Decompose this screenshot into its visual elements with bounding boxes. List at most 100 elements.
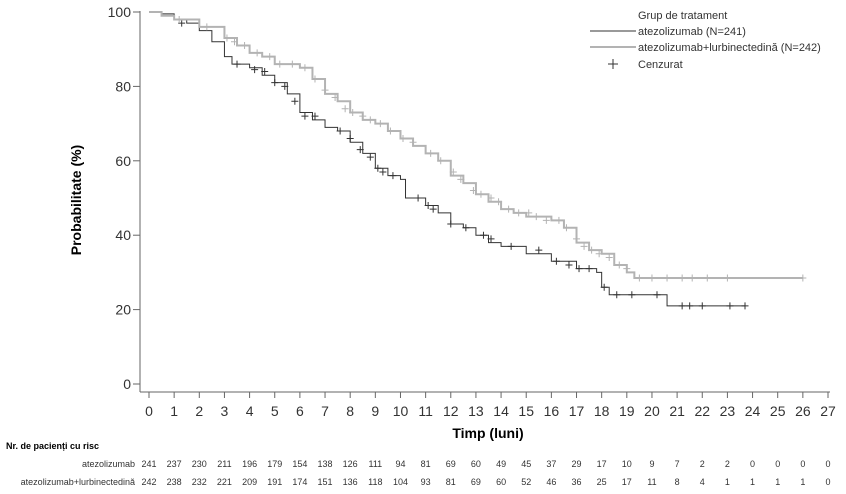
risk-count: 81	[421, 459, 431, 469]
censor-mark-0	[726, 302, 734, 310]
risk-count: 0	[775, 459, 780, 469]
x-tick-label: 14	[493, 403, 509, 419]
censor-mark-0	[462, 224, 470, 232]
censor-mark-0	[678, 302, 686, 310]
risk-count: 174	[292, 477, 307, 487]
censor-mark-1	[399, 134, 407, 142]
censor-mark-1	[525, 209, 533, 217]
censor-mark-0	[233, 60, 241, 68]
risk-count: 36	[572, 477, 582, 487]
censor-mark-1	[505, 205, 513, 213]
x-tick-label: 21	[669, 403, 685, 419]
legend-label-atezolizumab: atezolizumab (N=241)	[638, 26, 746, 38]
risk-count: 232	[192, 477, 207, 487]
censor-mark-1	[595, 250, 603, 258]
legend-label-combination: atezolizumab+lurbinectedină (N=242)	[638, 42, 821, 54]
censor-mark-1	[495, 198, 503, 206]
censor-mark-0	[251, 66, 259, 74]
y-tick-label: 20	[115, 302, 131, 318]
censor-mark-0	[628, 291, 636, 299]
risk-count: 0	[825, 459, 830, 469]
x-tick-label: 18	[594, 403, 610, 419]
censor-mark-1	[301, 64, 309, 72]
censor-mark-1	[648, 274, 656, 282]
x-tick-label: 20	[644, 403, 660, 419]
risk-count: 1	[750, 477, 755, 487]
censor-mark-1	[449, 168, 457, 176]
risk-count: 93	[421, 477, 431, 487]
censor-mark-0	[301, 112, 309, 120]
censor-mark-1	[469, 187, 477, 195]
risk-count: 7	[675, 459, 680, 469]
risk-count: 81	[446, 477, 456, 487]
censor-mark-1	[253, 49, 261, 57]
censor-mark-1	[723, 274, 731, 282]
risk-count: 1	[775, 477, 780, 487]
censor-mark-1	[477, 190, 485, 198]
x-tick-label: 22	[694, 403, 710, 419]
censor-mark-0	[507, 242, 515, 250]
x-tick-label: 24	[745, 403, 761, 419]
censor-mark-1	[573, 235, 581, 243]
censor-mark-0	[429, 205, 437, 213]
censor-mark-1	[615, 261, 623, 269]
risk-count: 17	[622, 477, 632, 487]
censor-mark-1	[605, 254, 613, 262]
x-tick-label: 7	[321, 403, 329, 419]
censor-mark-0	[271, 79, 279, 87]
risk-count: 69	[471, 477, 481, 487]
censor-mark-0	[575, 265, 583, 273]
risk-count: 230	[192, 459, 207, 469]
risk-count: 118	[368, 477, 382, 487]
censor-mark-1	[359, 112, 367, 120]
x-tick-label: 6	[296, 403, 304, 419]
censor-mark-0	[356, 146, 364, 154]
censor-mark-1	[427, 149, 435, 157]
censor-mark-1	[562, 224, 570, 232]
censor-mark-1	[623, 265, 631, 273]
censor-mark-1	[376, 120, 384, 128]
series-line-0	[149, 11, 746, 307]
x-tick-label: 1	[170, 403, 178, 419]
risk-count: 9	[649, 459, 654, 469]
x-tick-label: 23	[720, 403, 736, 419]
censor-mark-1	[288, 60, 296, 68]
censor-mark-1	[635, 274, 643, 282]
y-tick-label: 40	[115, 227, 131, 243]
censor-mark-0	[741, 302, 749, 310]
risk-count: 49	[496, 459, 506, 469]
censor-mark-0	[698, 302, 706, 310]
censor-mark-1	[663, 274, 671, 282]
censor-mark-1	[175, 15, 183, 23]
y-tick-label: 80	[115, 78, 131, 94]
risk-count: 111	[368, 459, 382, 469]
risk-row-label-atezolizumab: atezolizumab	[82, 459, 135, 469]
censor-mark-1	[349, 108, 357, 116]
x-tick-label: 2	[195, 403, 203, 419]
risk-count: 8	[675, 477, 680, 487]
risk-count: 2	[700, 459, 705, 469]
censor-mark-1	[457, 175, 465, 183]
censor-mark-1	[241, 41, 249, 49]
censor-mark-1	[203, 23, 211, 31]
censor-mark-0	[178, 19, 186, 27]
risk-count: 104	[393, 477, 408, 487]
risk-count: 209	[242, 477, 257, 487]
risk-count: 4	[700, 477, 705, 487]
censor-mark-0	[447, 220, 455, 228]
legend-title: Grup de tratament	[638, 10, 727, 22]
censor-mark-1	[688, 274, 696, 282]
risk-count: 52	[521, 477, 531, 487]
censor-mark-0	[585, 265, 593, 273]
censor-mark-1	[799, 274, 807, 282]
censor-mark-0	[600, 283, 608, 291]
censor-mark-1	[515, 209, 523, 217]
censor-mark-0	[261, 68, 269, 76]
risk-count: 221	[217, 477, 232, 487]
censor-mark-0	[336, 127, 344, 135]
censor-mark-1	[366, 116, 374, 124]
x-tick-label: 0	[145, 403, 153, 419]
risk-count: 126	[343, 459, 358, 469]
censor-mark-0	[414, 194, 422, 202]
censor-mark-1	[311, 75, 319, 83]
